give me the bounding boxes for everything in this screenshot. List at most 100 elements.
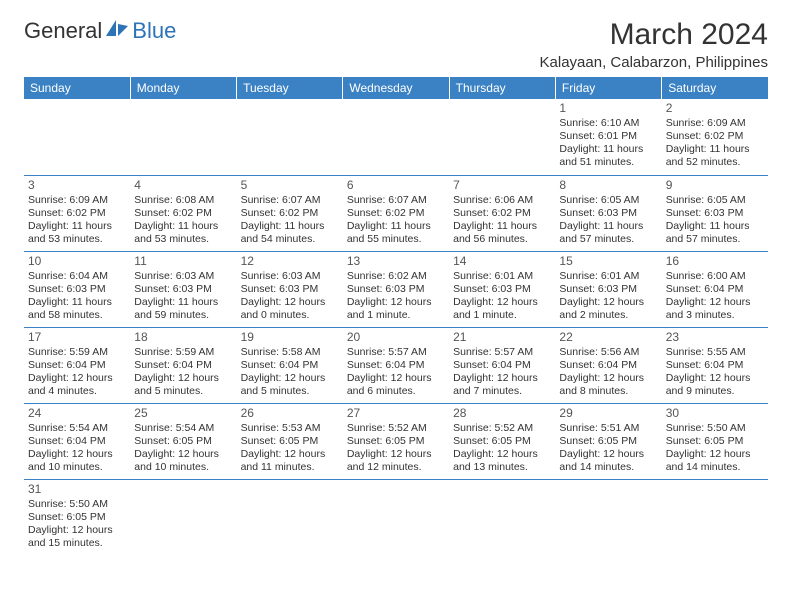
calendar-cell: 13Sunrise: 6:02 AMSunset: 6:03 PMDayligh… [343,251,449,327]
day-number: 1 [559,101,657,116]
daylight-line: Daylight: 11 hours and 55 minutes. [347,220,445,246]
sunrise-line: Sunrise: 5:56 AM [559,346,657,359]
daylight-line: Daylight: 12 hours and 8 minutes. [559,372,657,398]
day-number: 10 [28,254,126,269]
sunset-line: Sunset: 6:04 PM [666,359,764,372]
calendar-week: 10Sunrise: 6:04 AMSunset: 6:03 PMDayligh… [24,251,768,327]
day-header: Sunday [24,77,130,99]
calendar-cell: 10Sunrise: 6:04 AMSunset: 6:03 PMDayligh… [24,251,130,327]
day-number: 9 [666,178,764,193]
calendar-cell [662,479,768,555]
day-number: 2 [666,101,764,116]
logo: General Blue [24,18,176,44]
sunset-line: Sunset: 6:02 PM [347,207,445,220]
daylight-line: Daylight: 11 hours and 57 minutes. [666,220,764,246]
calendar-cell: 21Sunrise: 5:57 AMSunset: 6:04 PMDayligh… [449,327,555,403]
sunrise-line: Sunrise: 5:51 AM [559,422,657,435]
sunset-line: Sunset: 6:04 PM [559,359,657,372]
day-number: 31 [28,482,126,497]
day-number: 20 [347,330,445,345]
calendar-cell: 19Sunrise: 5:58 AMSunset: 6:04 PMDayligh… [237,327,343,403]
sunrise-line: Sunrise: 6:00 AM [666,270,764,283]
calendar-cell [343,479,449,555]
calendar-cell: 17Sunrise: 5:59 AMSunset: 6:04 PMDayligh… [24,327,130,403]
day-number: 13 [347,254,445,269]
daylight-line: Daylight: 12 hours and 10 minutes. [28,448,126,474]
calendar-cell [130,479,236,555]
day-header: Wednesday [343,77,449,99]
sunrise-line: Sunrise: 5:55 AM [666,346,764,359]
sunrise-line: Sunrise: 6:01 AM [453,270,551,283]
daylight-line: Daylight: 12 hours and 5 minutes. [134,372,232,398]
calendar-cell: 16Sunrise: 6:00 AMSunset: 6:04 PMDayligh… [662,251,768,327]
sunrise-line: Sunrise: 6:05 AM [559,194,657,207]
daylight-line: Daylight: 11 hours and 53 minutes. [28,220,126,246]
sunrise-line: Sunrise: 5:50 AM [28,498,126,511]
calendar-cell [449,479,555,555]
day-number: 12 [241,254,339,269]
calendar-cell: 22Sunrise: 5:56 AMSunset: 6:04 PMDayligh… [555,327,661,403]
sunset-line: Sunset: 6:04 PM [453,359,551,372]
day-header: Monday [130,77,236,99]
day-number: 7 [453,178,551,193]
day-number: 29 [559,406,657,421]
calendar-cell [24,99,130,175]
sunrise-line: Sunrise: 5:58 AM [241,346,339,359]
sunset-line: Sunset: 6:03 PM [559,283,657,296]
sunset-line: Sunset: 6:01 PM [559,130,657,143]
sunset-line: Sunset: 6:03 PM [559,207,657,220]
day-number: 18 [134,330,232,345]
calendar-cell: 6Sunrise: 6:07 AMSunset: 6:02 PMDaylight… [343,175,449,251]
logo-blue: Blue [132,18,176,44]
sunset-line: Sunset: 6:04 PM [28,359,126,372]
calendar-table: SundayMondayTuesdayWednesdayThursdayFrid… [24,77,768,555]
calendar-cell [343,99,449,175]
calendar-cell [449,99,555,175]
sunrise-line: Sunrise: 6:01 AM [559,270,657,283]
calendar-cell: 8Sunrise: 6:05 AMSunset: 6:03 PMDaylight… [555,175,661,251]
daylight-line: Daylight: 12 hours and 15 minutes. [28,524,126,550]
sunrise-line: Sunrise: 6:03 AM [241,270,339,283]
calendar-week: 24Sunrise: 5:54 AMSunset: 6:04 PMDayligh… [24,403,768,479]
sunset-line: Sunset: 6:05 PM [347,435,445,448]
daylight-line: Daylight: 12 hours and 6 minutes. [347,372,445,398]
sunset-line: Sunset: 6:02 PM [134,207,232,220]
sunset-line: Sunset: 6:05 PM [559,435,657,448]
calendar-cell: 31Sunrise: 5:50 AMSunset: 6:05 PMDayligh… [24,479,130,555]
calendar-cell: 3Sunrise: 6:09 AMSunset: 6:02 PMDaylight… [24,175,130,251]
day-header: Saturday [662,77,768,99]
calendar-cell: 12Sunrise: 6:03 AMSunset: 6:03 PMDayligh… [237,251,343,327]
calendar-cell: 26Sunrise: 5:53 AMSunset: 6:05 PMDayligh… [237,403,343,479]
logo-general: General [24,18,102,44]
calendar-cell: 30Sunrise: 5:50 AMSunset: 6:05 PMDayligh… [662,403,768,479]
sunrise-line: Sunrise: 5:53 AM [241,422,339,435]
day-number: 16 [666,254,764,269]
day-number: 27 [347,406,445,421]
month-title: March 2024 [540,18,768,52]
daylight-line: Daylight: 12 hours and 5 minutes. [241,372,339,398]
day-number: 30 [666,406,764,421]
daylight-line: Daylight: 12 hours and 2 minutes. [559,296,657,322]
day-number: 28 [453,406,551,421]
day-number: 21 [453,330,551,345]
sunset-line: Sunset: 6:02 PM [28,207,126,220]
calendar-cell: 11Sunrise: 6:03 AMSunset: 6:03 PMDayligh… [130,251,236,327]
calendar-cell [237,479,343,555]
sunrise-line: Sunrise: 6:08 AM [134,194,232,207]
sunrise-line: Sunrise: 5:59 AM [134,346,232,359]
daylight-line: Daylight: 12 hours and 13 minutes. [453,448,551,474]
sunset-line: Sunset: 6:02 PM [241,207,339,220]
daylight-line: Daylight: 11 hours and 57 minutes. [559,220,657,246]
calendar-cell: 29Sunrise: 5:51 AMSunset: 6:05 PMDayligh… [555,403,661,479]
sunrise-line: Sunrise: 6:10 AM [559,117,657,130]
daylight-line: Daylight: 11 hours and 51 minutes. [559,143,657,169]
calendar-week: 1Sunrise: 6:10 AMSunset: 6:01 PMDaylight… [24,99,768,175]
day-number: 15 [559,254,657,269]
day-header: Thursday [449,77,555,99]
calendar-cell: 9Sunrise: 6:05 AMSunset: 6:03 PMDaylight… [662,175,768,251]
day-number: 4 [134,178,232,193]
sunset-line: Sunset: 6:04 PM [347,359,445,372]
day-number: 26 [241,406,339,421]
calendar-cell: 14Sunrise: 6:01 AMSunset: 6:03 PMDayligh… [449,251,555,327]
sunrise-line: Sunrise: 5:54 AM [28,422,126,435]
